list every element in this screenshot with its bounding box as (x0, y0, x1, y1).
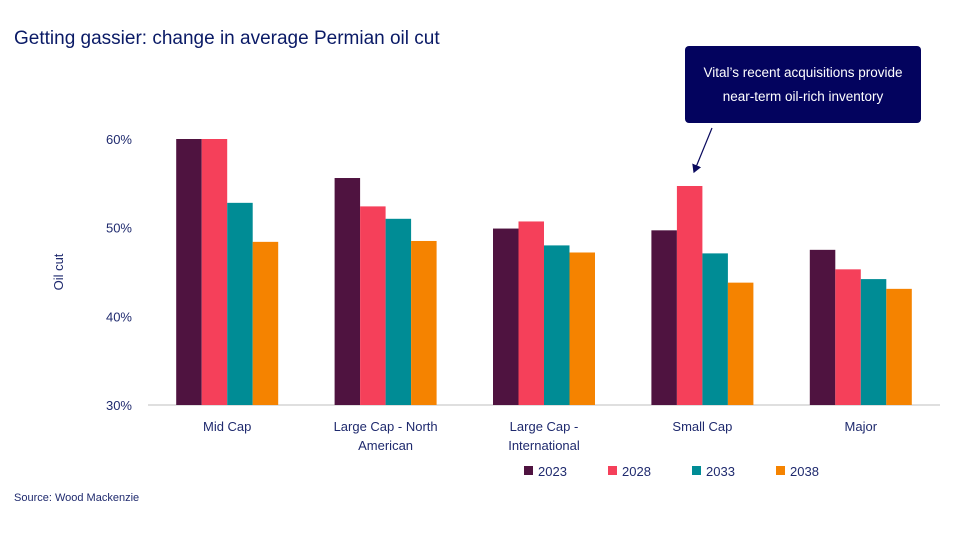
source-note: Source: Wood Mackenzie (14, 492, 140, 504)
y-tick-label: 30% (106, 398, 132, 413)
bar-2038 (886, 288, 912, 405)
bar-2028 (518, 221, 544, 405)
x-tick-label: American (358, 438, 413, 453)
legend-label: 2033 (706, 464, 735, 479)
x-tick-label: Large Cap - (510, 419, 579, 434)
bar-2033 (544, 245, 570, 405)
legend-label: 2028 (622, 464, 651, 479)
x-tick-label: International (508, 438, 580, 453)
bar-2028 (201, 139, 228, 405)
y-tick-label: 40% (106, 309, 132, 324)
x-tick-label: Large Cap - North (334, 419, 438, 434)
bar-2038 (727, 282, 754, 405)
bar-2038 (411, 240, 437, 405)
legend-swatch (608, 466, 617, 475)
bar-2033 (227, 202, 253, 405)
bar-2038 (569, 252, 595, 405)
y-tick-label: 50% (106, 221, 132, 236)
legend-swatch (692, 466, 701, 475)
legend-swatch (524, 466, 533, 475)
bar-2033 (860, 279, 887, 405)
x-tick-label: Major (845, 419, 878, 434)
callout-box: Vital’s recent acquisitions provide near… (685, 46, 921, 123)
callout-line-2: near-term oil-rich inventory (722, 88, 884, 104)
callout-arrow (692, 127, 713, 174)
bar-2023 (651, 230, 677, 405)
legend-label: 2038 (790, 464, 819, 479)
x-tick-label: Mid Cap (203, 419, 251, 434)
bar-2023 (334, 178, 361, 405)
bar-2028 (835, 269, 861, 405)
bar-2028 (676, 185, 703, 405)
bar-2023 (493, 228, 519, 405)
bar-2023 (176, 139, 202, 405)
chart-title: Getting gassier: change in average Permi… (14, 28, 440, 49)
bar-2028 (360, 206, 386, 405)
x-tick-label: Small Cap (672, 419, 732, 434)
y-axis-label: Oil cut (51, 253, 66, 290)
bar-2033 (702, 253, 728, 405)
bar-2033 (385, 218, 412, 405)
legend-label: 2023 (538, 464, 567, 479)
bar-2023 (809, 249, 836, 405)
legend-swatch (776, 466, 785, 475)
bar-2038 (252, 241, 279, 405)
callout-line-1: Vital’s recent acquisitions provide (703, 64, 903, 80)
y-tick-label: 60% (106, 132, 132, 147)
